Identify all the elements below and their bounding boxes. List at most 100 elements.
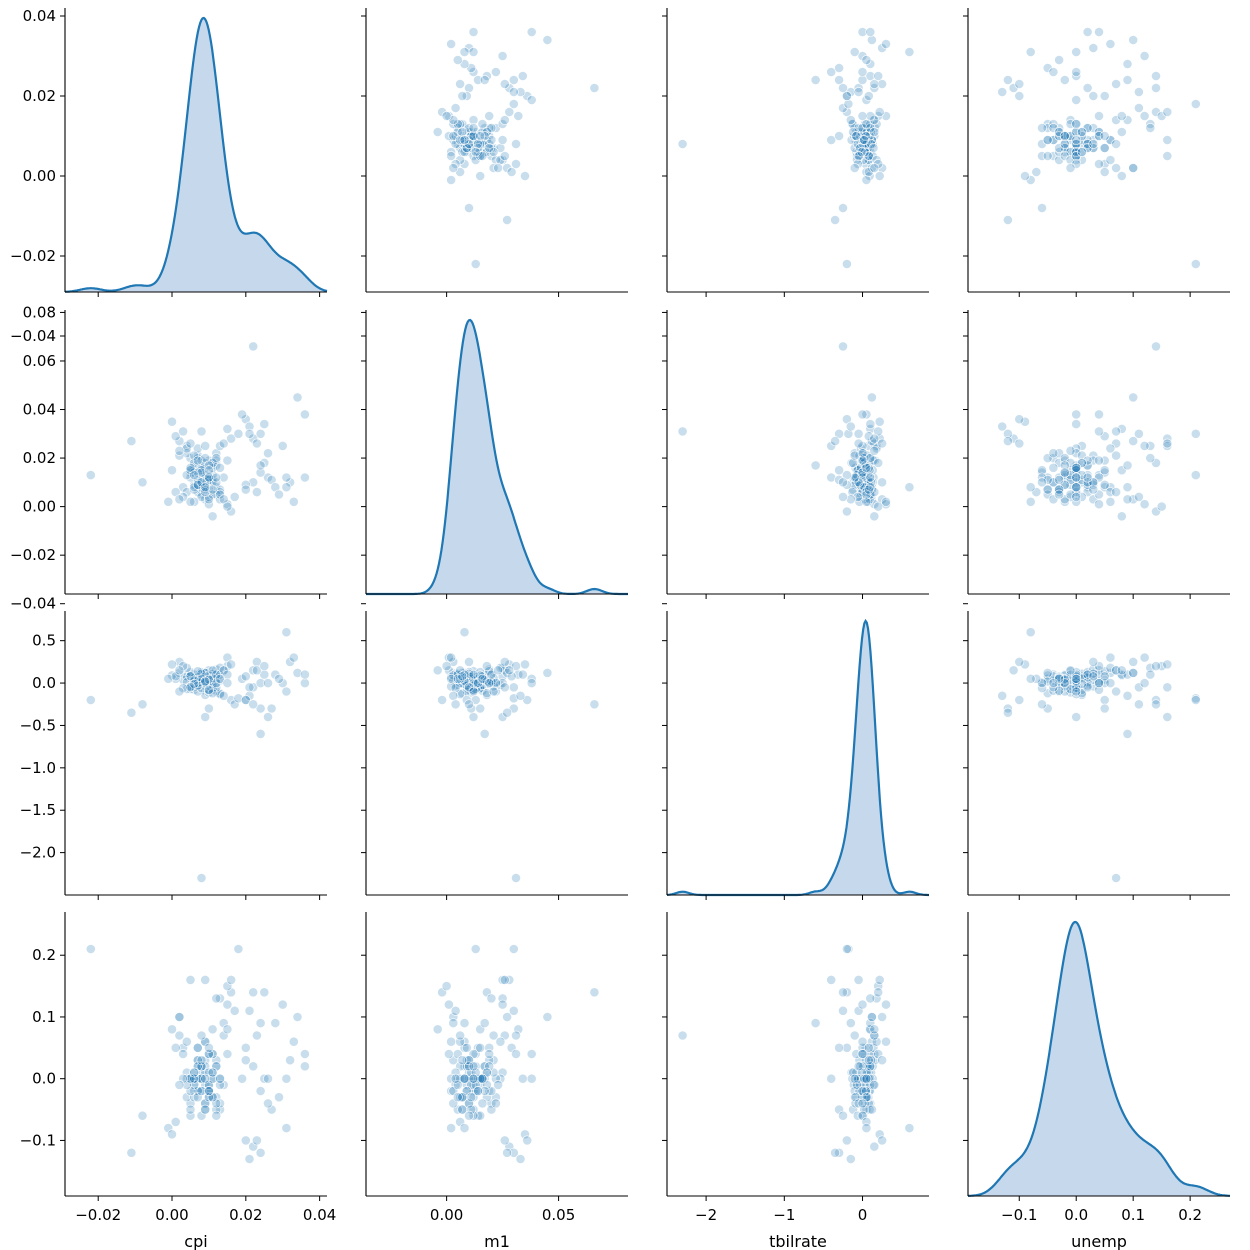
scatter-point <box>1025 175 1036 185</box>
scatter-point <box>520 1129 530 1140</box>
scatter-point <box>1151 107 1161 117</box>
scatter-point <box>526 27 537 37</box>
scatter-point <box>229 699 240 710</box>
scatter-point <box>1094 426 1104 437</box>
scatter-point <box>248 341 259 352</box>
scatter-point <box>446 673 456 684</box>
scatter-point <box>1071 676 1082 687</box>
scatter-point <box>834 63 844 73</box>
scatter-point <box>1111 426 1121 437</box>
scatter-point <box>826 67 837 77</box>
scatter-point <box>868 143 879 153</box>
scatter-point <box>470 147 481 157</box>
scatter-point <box>211 472 222 483</box>
scatter-point <box>486 993 497 1004</box>
scatter-point <box>511 159 521 169</box>
scatter-point <box>468 123 479 133</box>
scatter-point <box>845 1154 856 1164</box>
scatter-point <box>477 1098 488 1109</box>
scatter-point <box>863 167 874 177</box>
scatter-point <box>167 1024 177 1035</box>
scatter-point <box>1054 474 1064 485</box>
scatter-point <box>1094 472 1104 483</box>
scatter-point <box>196 1110 207 1121</box>
scatter-point <box>1042 123 1053 133</box>
scatter-point <box>1122 75 1133 85</box>
scatter-point <box>85 470 96 480</box>
scatter-point <box>857 455 868 466</box>
scatter-point <box>1014 695 1025 705</box>
scatter-point <box>1088 43 1099 53</box>
scatter-point <box>1065 135 1076 145</box>
x-tick-label: −0.1 <box>1001 1206 1037 1224</box>
scatter-point <box>1088 455 1099 466</box>
scatter-point <box>488 1030 499 1041</box>
y-tick-label: −0.04 <box>10 327 56 345</box>
scatter-point <box>865 123 876 133</box>
panel-tbilrate-vs-unemp <box>963 611 1230 900</box>
scatter-point <box>178 1073 188 1084</box>
scatter-point <box>218 472 229 483</box>
scatter-point <box>248 682 259 693</box>
scatter-point <box>810 1018 821 1028</box>
scatter-point <box>864 171 875 181</box>
scatter-point <box>457 127 468 137</box>
x-tick-label: 0.02 <box>229 1206 262 1224</box>
scatter-point <box>473 1086 483 1096</box>
scatter-point <box>446 1123 456 1133</box>
scatter-point <box>1145 440 1156 451</box>
scatter-point <box>1071 47 1082 57</box>
scatter-point <box>464 699 474 710</box>
scatter-point <box>1099 695 1110 705</box>
scatter-point <box>1134 699 1144 710</box>
scatter-point <box>484 111 495 121</box>
scatter-point <box>1071 67 1082 77</box>
scatter-point <box>215 993 225 1004</box>
scatter-point <box>226 975 236 985</box>
scatter-point <box>196 1086 207 1096</box>
scatter-point <box>170 673 181 684</box>
scatter-point <box>484 678 495 688</box>
kde-fill-cpi <box>65 18 327 292</box>
scatter-point <box>1082 143 1093 153</box>
scatter-point <box>857 448 868 459</box>
x-tick-label: 0.0 <box>1064 1206 1088 1224</box>
scatter-point <box>222 669 233 680</box>
scatter-point <box>237 409 247 420</box>
scatter-point <box>1105 39 1116 49</box>
scatter-point <box>244 421 255 432</box>
scatter-point <box>1134 491 1144 502</box>
scatter-point <box>1105 443 1116 454</box>
scatter-point <box>1042 484 1053 495</box>
scatter-point <box>222 455 233 466</box>
scatter-point <box>255 703 266 714</box>
scatter-point <box>849 47 860 57</box>
y-tick-label: 0.02 <box>23 449 56 467</box>
scatter-point <box>1065 470 1076 480</box>
scatter-point <box>274 1092 284 1103</box>
scatter-point <box>1151 341 1161 352</box>
scatter-point <box>229 1005 240 1016</box>
scatter-point <box>1059 147 1070 157</box>
scatter-point <box>1071 462 1082 473</box>
scatter-point <box>233 944 244 954</box>
scatter-point <box>1099 678 1110 688</box>
scatter-point <box>450 103 461 113</box>
scatter-point <box>1031 167 1042 177</box>
scatter-point <box>508 1005 519 1016</box>
scatter-point <box>1042 119 1053 129</box>
scatter-point <box>864 1104 875 1115</box>
scatter-point <box>1048 477 1059 488</box>
scatter-point <box>479 75 490 85</box>
scatter-point <box>1065 491 1076 502</box>
scatter-point <box>222 1049 233 1059</box>
scatter-point <box>473 75 483 85</box>
scatter-point <box>484 1061 495 1072</box>
scatter-point <box>1031 487 1042 497</box>
scatter-point <box>1008 83 1019 93</box>
scatter-point <box>233 428 244 439</box>
scatter-point <box>830 215 840 225</box>
scatter-point <box>1054 123 1064 133</box>
scatter-point <box>1071 491 1082 502</box>
scatter-point <box>810 460 821 471</box>
